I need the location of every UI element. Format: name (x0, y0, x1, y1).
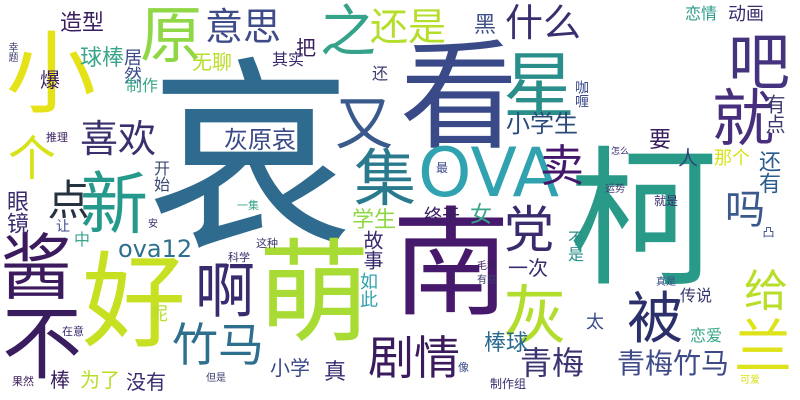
word-hei: 黑 (474, 13, 497, 38)
word-bao: 爆 (40, 68, 60, 92)
word-qingmei: 青梅 (520, 344, 585, 382)
word-danshi: 但是 (206, 373, 226, 384)
word-ova: OVA (418, 134, 560, 213)
word-juqing: 剧情 (368, 331, 460, 385)
word-zhong: 中 (74, 230, 91, 249)
word-zhongyu: 终于 (424, 206, 460, 227)
word-rang: 让 (56, 219, 70, 235)
word-lan: 兰 (734, 313, 793, 381)
word-a: 啊 (195, 257, 255, 327)
word-tu: 凸 (761, 226, 775, 238)
word-lianai: 恋爱 (690, 326, 723, 345)
word-kaishi: 开始 (151, 160, 170, 192)
word-zhenshi: 真是 (656, 277, 676, 288)
word-chuanshuo: 传说 (680, 286, 713, 305)
word-qishi: 其实 (272, 50, 305, 69)
word-yunshi: 运势 (605, 184, 625, 195)
word-keai: 可爱 (740, 375, 760, 386)
word-huiyuanai: 灰原哀 (224, 126, 296, 154)
word-xingti: 幸题 (6, 42, 17, 62)
word-dang: 党 (504, 201, 554, 259)
word-zui: 最 (436, 161, 449, 175)
word-donghua: 动画 (728, 4, 764, 25)
word-yiji: 一集 (237, 199, 259, 212)
word-ba2: 把 (296, 36, 316, 60)
word-zenme: 怎么 (611, 147, 630, 157)
word-ruci: 如此 (357, 272, 378, 308)
word-hao: 好 (82, 241, 187, 363)
word-zhuma: 竹马 (172, 318, 264, 372)
word-zaiyi: 在意 (62, 325, 84, 338)
word-weile: 为了 (80, 368, 120, 392)
word-ne: 呢 (150, 304, 168, 325)
word-jiang: 酱 (0, 226, 73, 310)
word-ma: 吗 (725, 187, 765, 233)
word-gei: 给 (744, 266, 788, 317)
word-zhizuozu: 制作组 (490, 377, 527, 391)
word-dian: 点 (41, 178, 90, 220)
word-ji: 集 (354, 142, 417, 215)
word-yici: 一次 (508, 256, 548, 280)
word-yisi: 意思 (205, 5, 282, 49)
word-youdian: 有点 (762, 94, 786, 134)
word-tai: 太 (586, 312, 604, 333)
word-xin: 新 (80, 166, 149, 245)
word-bangqiu: 棒球 (484, 331, 529, 356)
word-lianqing: 恋情 (685, 4, 718, 23)
word-zhen: 真 (324, 360, 347, 385)
word-xiaoxue: 小学 (270, 356, 310, 380)
word-nan: 南 (392, 195, 511, 333)
word-zhi: 之 (320, 0, 376, 65)
word-meiyou: 没有 (126, 370, 166, 394)
word-wuliao: 无聊 (192, 50, 232, 74)
word-xiao: 小 (6, 22, 96, 127)
word-kan: 看 (400, 28, 519, 166)
word-haishi: 还是 (370, 5, 447, 49)
word-nv: 女 (470, 203, 493, 228)
word-yao: 要 (649, 128, 672, 153)
word-zhizuo: 制作 (126, 76, 159, 95)
word-bang: 棒 (50, 368, 70, 392)
word-nage: 那个 (714, 148, 750, 169)
word-you: 又 (335, 90, 394, 158)
word-gali: 咖喱 (573, 80, 589, 108)
word-ova12: ova12 (118, 235, 193, 263)
word-gushi: 故事 (360, 230, 384, 270)
word-bei: 被 (627, 287, 683, 352)
word-ba: 吧 (728, 26, 791, 99)
word-kexue: 科学 (228, 251, 250, 264)
word-jiushi: 就是 (654, 194, 679, 208)
word-ren: 人 (678, 146, 698, 170)
word-youyi: 有意 (477, 275, 497, 286)
word-jiu: 就 (712, 82, 775, 155)
word-yuan: 原 (140, 0, 203, 72)
word-xiang: 像 (458, 361, 469, 374)
word-mai: 卖 (540, 141, 584, 192)
word-guoran: 果然 (12, 375, 34, 388)
word-an: 安 (148, 219, 158, 230)
word-xing: 星 (503, 44, 576, 128)
word-juran: 居然 (121, 48, 142, 84)
word-qiubang: 球棒 (80, 46, 125, 71)
word-haiyou: 还有 (755, 150, 780, 194)
word-xihuan: 喜欢 (80, 117, 157, 161)
word-tuili: 推理 (46, 131, 68, 144)
word-meng: 萌 (258, 229, 370, 359)
word-zaoxing: 造型 (60, 11, 105, 36)
word-maoli: 毛利 (477, 261, 497, 272)
word-hui: 灰 (503, 280, 567, 354)
word-zhezhong: 这种 (256, 237, 278, 250)
word-xiaoxuesheng: 小学生 (506, 110, 578, 138)
word-hai: 还 (372, 64, 389, 83)
word-bushi: 不是 (565, 230, 584, 262)
word-ke: 柯 (543, 140, 717, 290)
word-ai: 哀 (148, 41, 353, 279)
word-bu: 不 (2, 298, 82, 391)
word-ge: 个 (8, 131, 57, 187)
word-qingmeizhuma: 青梅竹马 (617, 347, 730, 380)
word-xuesheng: 学生 (352, 208, 397, 233)
word-yanjing: 眼镜 (3, 190, 28, 234)
word-shenme: 什么 (505, 1, 582, 45)
